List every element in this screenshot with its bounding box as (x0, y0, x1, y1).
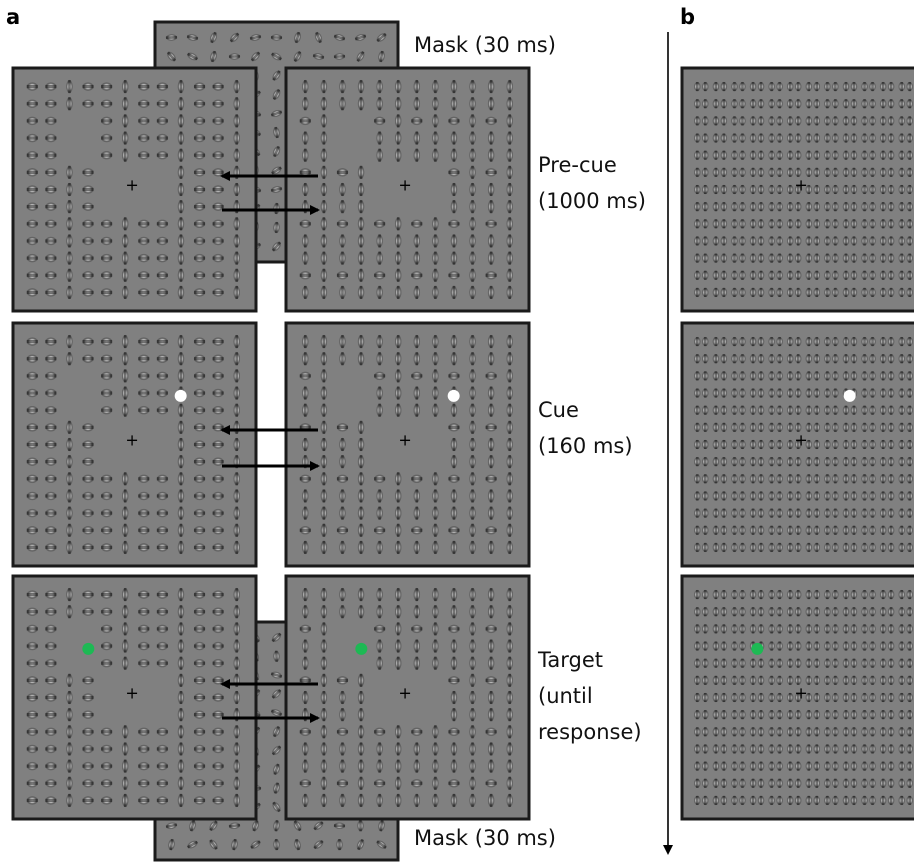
cue-dot (843, 389, 856, 402)
precue-left-eye-panel: + (11, 66, 258, 313)
target-dot (82, 642, 95, 655)
target-left-eye-panel: + (11, 574, 258, 821)
stimulus-panels: + + + + + + + + + (11, 66, 914, 821)
target-plaid-panel: + (680, 574, 914, 821)
cue-label-line1: Cue (538, 398, 579, 422)
precue-label-line2: (1000 ms) (538, 189, 646, 213)
cue-right-eye-panel: + (284, 321, 531, 568)
cue-left-eye-panel: + (11, 321, 258, 568)
target-dot (355, 642, 368, 655)
fixation-cross: + (398, 684, 411, 703)
target-label-line3: response) (538, 720, 642, 744)
cue-eye-arrows (220, 425, 320, 471)
fixation-cross: + (125, 176, 138, 195)
fixation-cross: + (125, 431, 138, 450)
cue-label-line2: (160 ms) (538, 434, 633, 458)
precue-eye-arrows (220, 171, 320, 215)
fixation-cross: + (398, 431, 411, 450)
fixation-cross: + (794, 431, 807, 450)
cue-dot (174, 389, 187, 402)
target-eye-arrows (220, 679, 320, 723)
cue-dot (447, 389, 460, 402)
fixation-cross: + (794, 176, 807, 195)
panel-label-b: b (680, 5, 695, 29)
panel-label-a: a (6, 5, 20, 29)
fixation-cross: + (398, 176, 411, 195)
cue-plaid-panel: + (680, 321, 914, 568)
target-label-line1: Target (537, 648, 603, 672)
target-right-eye-panel: + (284, 574, 531, 821)
target-dot (751, 642, 764, 655)
precue-plaid-panel: + (680, 66, 914, 313)
mask-bottom-label: Mask (30 ms) (414, 826, 556, 850)
target-label-line2: (until (538, 684, 593, 708)
precue-label-line1: Pre-cue (538, 153, 617, 177)
mask-top-label: Mask (30 ms) (414, 33, 556, 57)
fixation-cross: + (125, 684, 138, 703)
precue-right-eye-panel: + (284, 66, 531, 313)
fixation-cross: + (794, 684, 807, 703)
